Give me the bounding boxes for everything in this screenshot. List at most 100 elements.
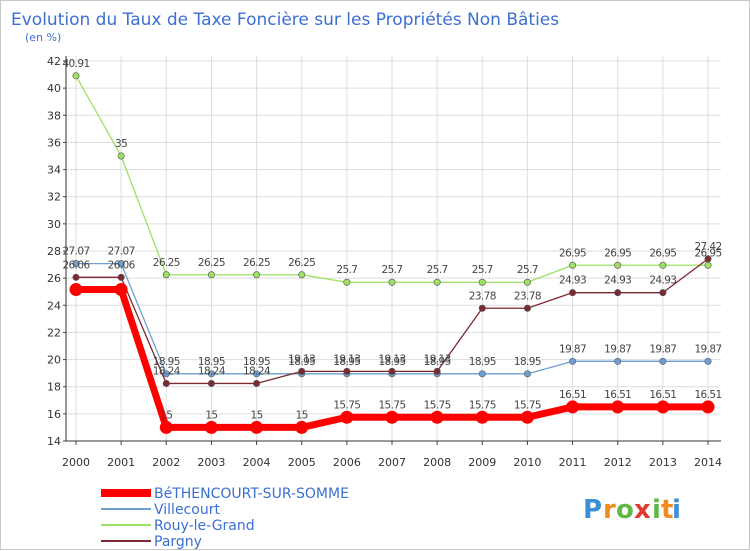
data-point xyxy=(611,400,625,414)
y-tick-label: 30 xyxy=(47,218,61,231)
data-label: 18.95 xyxy=(333,356,360,368)
data-point xyxy=(478,304,486,312)
data-label: 18.95 xyxy=(469,356,496,368)
data-label: 26.25 xyxy=(198,257,225,269)
data-label: 15.75 xyxy=(469,399,496,411)
data-point xyxy=(659,357,667,365)
data-label: 24.93 xyxy=(649,275,676,287)
data-label: 19.87 xyxy=(604,343,631,355)
y-tick-label: 14 xyxy=(47,435,61,448)
data-label: 25.7 xyxy=(517,264,538,276)
data-label: 23.78 xyxy=(514,290,541,302)
x-tick-label: 2000 xyxy=(62,456,90,469)
data-label: 27.42 xyxy=(694,241,721,253)
logo-letter: t xyxy=(661,495,673,525)
x-tick-label: 2005 xyxy=(288,456,316,469)
data-label: 18.95 xyxy=(378,356,405,368)
logo-letter: i xyxy=(652,495,661,525)
data-point xyxy=(523,370,531,378)
x-tick-label: 2006 xyxy=(333,456,361,469)
data-point xyxy=(253,370,261,378)
legend-label-0: BéTHENCOURT-SUR-SOMME xyxy=(154,486,349,502)
data-point xyxy=(253,379,261,387)
x-tick-label: 2011 xyxy=(559,456,587,469)
data-point xyxy=(159,420,173,434)
y-tick-label: 16 xyxy=(47,408,61,421)
logo-letter: i xyxy=(672,495,681,525)
y-tick-label: 18 xyxy=(47,381,61,394)
y-tick-label: 42 xyxy=(47,55,61,68)
data-point xyxy=(162,379,170,387)
data-label: 26.95 xyxy=(604,247,631,259)
data-point xyxy=(478,278,486,286)
legend-label-3: Pargny xyxy=(154,534,202,550)
data-point xyxy=(343,278,351,286)
data-label: 25.7 xyxy=(382,264,403,276)
logo-letter: P xyxy=(583,495,602,525)
data-label: 18.95 xyxy=(243,356,270,368)
data-label: 15 xyxy=(250,409,262,421)
data-label: 26.06 xyxy=(62,259,90,271)
data-point xyxy=(569,261,577,269)
data-point xyxy=(523,278,531,286)
data-point xyxy=(523,304,531,312)
data-label: 35 xyxy=(115,138,127,150)
data-label: 18.95 xyxy=(424,356,451,368)
data-label: 19.13 xyxy=(333,353,360,365)
x-tick-label: 2002 xyxy=(152,456,180,469)
y-tick-label: 40 xyxy=(47,82,61,95)
data-point xyxy=(72,72,80,80)
data-point xyxy=(659,289,667,297)
data-label: 26.95 xyxy=(649,247,676,259)
data-label: 19.87 xyxy=(694,343,721,355)
logo-letter: r xyxy=(603,495,616,525)
data-label: 19.87 xyxy=(559,343,586,355)
data-point xyxy=(433,278,441,286)
x-tick-label: 2012 xyxy=(604,456,632,469)
data-labels: 15 15 15 15 15.75 15.75 15.75 15.75 15.75 16.51 16… xyxy=(62,58,722,422)
data-label: 16.51 xyxy=(649,389,676,401)
y-tick-label: 28 xyxy=(47,245,61,258)
data-label: 27.07 xyxy=(108,246,135,258)
data-label: 16.51 xyxy=(559,389,586,401)
data-label: 15 xyxy=(160,409,172,421)
data-point xyxy=(475,410,489,424)
data-point xyxy=(614,289,622,297)
data-label: 15 xyxy=(296,409,308,421)
data-label: 26.95 xyxy=(694,247,721,259)
data-label: 27.07 xyxy=(62,246,89,258)
data-point xyxy=(207,271,215,279)
axes: 14 16 18 20 22 24 26 28 30 32 34 36 38 40 42 2000 2001 20… xyxy=(47,55,722,469)
data-point xyxy=(69,283,83,297)
x-tick-label: 2003 xyxy=(197,456,225,469)
data-point xyxy=(207,379,215,387)
data-label: 19.13 xyxy=(288,353,315,365)
data-point xyxy=(385,410,399,424)
x-tick-label: 2014 xyxy=(694,456,722,469)
logo-letter: x xyxy=(634,495,651,525)
data-point xyxy=(569,289,577,297)
legend-label-1: Villecourt xyxy=(154,502,220,518)
y-tick-label: 36 xyxy=(47,136,61,149)
data-label: 15.75 xyxy=(333,399,360,411)
data-point xyxy=(117,260,125,268)
data-label: 25.7 xyxy=(472,264,493,276)
data-label: 18.95 xyxy=(514,356,541,368)
data-point xyxy=(298,271,306,279)
data-label: 18.24 xyxy=(243,365,271,377)
data-label: 18.95 xyxy=(198,356,225,368)
data-label: 18.95 xyxy=(288,356,315,368)
data-label: 16.51 xyxy=(604,389,631,401)
data-point xyxy=(433,367,441,375)
data-point xyxy=(207,370,215,378)
legend: BéTHENCOURT-SUR-SOMMEVillecourtRouy-le-G… xyxy=(101,486,349,550)
y-tick-label: 38 xyxy=(47,109,61,122)
data-label: 24.93 xyxy=(559,275,586,287)
data-point xyxy=(72,260,80,268)
data-point xyxy=(614,261,622,269)
data-point xyxy=(520,410,534,424)
data-label: 26.06 xyxy=(108,259,136,271)
